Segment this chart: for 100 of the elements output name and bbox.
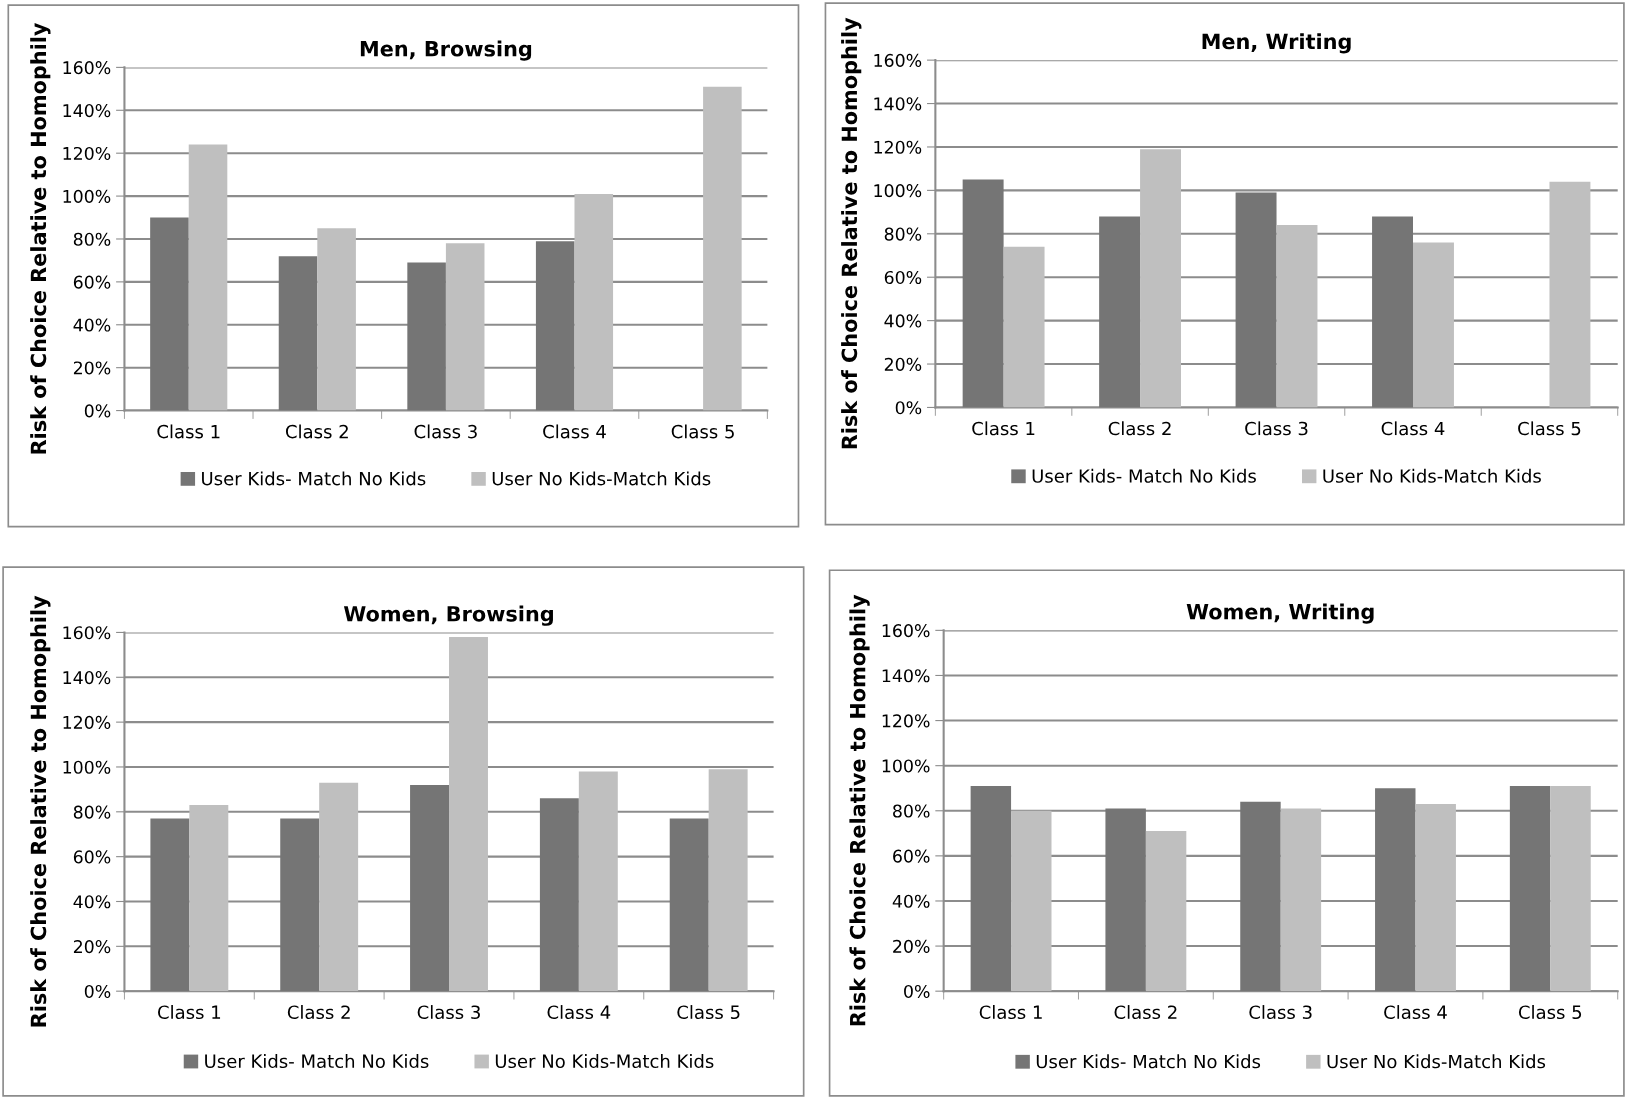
x-tick-label: Class 2: [285, 424, 348, 439]
y-tick-label: 20%: [893, 939, 930, 953]
x-tick-label: Class 5: [677, 1005, 740, 1020]
x-tick-label: Class 2: [1108, 421, 1171, 436]
x-tick-label: Class 3: [1249, 1005, 1312, 1020]
bar: [1415, 804, 1456, 992]
y-tick-label: 80%: [893, 804, 930, 818]
y-tick-label: 120%: [882, 714, 930, 728]
y-tick-label: 0%: [84, 984, 111, 999]
legend-label: User Kids- Match No Kids: [1032, 468, 1256, 483]
y-tick-label: 120%: [63, 146, 111, 161]
legend-label: User No Kids-Match Kids: [1323, 468, 1541, 483]
y-tick-label: 0%: [904, 984, 930, 999]
y-axis-title: Risk of Choice Relative to Homophily: [849, 594, 870, 1026]
bar: [1140, 149, 1182, 408]
y-tick-label: 100%: [63, 189, 111, 203]
x-tick-label: Class 1: [979, 1005, 1042, 1020]
y-tick-label: 80%: [73, 232, 111, 246]
bar: [574, 193, 614, 411]
y-tick-label: 100%: [874, 184, 922, 198]
bar: [1413, 242, 1454, 408]
y-tick-label: 20%: [884, 357, 922, 371]
x-tick-label: Class 4: [543, 424, 606, 439]
y-tick-label: 160%: [63, 61, 111, 75]
bar: [703, 86, 742, 411]
y-tick-label: 100%: [882, 759, 930, 773]
legend-label: User No Kids-Match Kids: [492, 471, 711, 486]
chart-title: Men, Writing: [1202, 33, 1351, 54]
y-axis-title: Risk of Choice Relative to Homophily: [841, 17, 862, 449]
y-tick-label: 140%: [63, 104, 111, 118]
bar: [1550, 785, 1591, 992]
bar: [188, 144, 228, 411]
x-tick-label: Class 4: [1381, 421, 1445, 436]
x-tick-label: Class 5: [1518, 421, 1581, 436]
bar: [1276, 225, 1318, 408]
chart-title: Women, Browsing: [343, 605, 553, 626]
bar: [1509, 785, 1551, 992]
y-tick-label: 140%: [63, 671, 111, 685]
x-tick-label: Class 1: [158, 1005, 221, 1020]
y-axis-title: Risk of Choice Relative to Homophily: [30, 595, 51, 1027]
x-tick-label: Class 5: [671, 424, 734, 439]
chart-title: Men, Browsing: [360, 40, 532, 61]
bar: [278, 256, 318, 411]
x-tick-label: Class 3: [414, 424, 477, 439]
x-tick-label: Class 1: [972, 421, 1035, 436]
bar: [669, 818, 709, 992]
y-tick-label: 120%: [874, 140, 922, 154]
y-tick-label: 160%: [882, 624, 930, 638]
x-tick-label: Class 2: [287, 1005, 350, 1020]
x-tick-label: Class 4: [1384, 1005, 1447, 1020]
bar: [1105, 808, 1146, 992]
y-tick-label: 40%: [73, 895, 111, 909]
bar: [445, 243, 485, 411]
y-tick-label: 120%: [63, 715, 111, 729]
bar: [1011, 810, 1052, 992]
x-tick-label: Class 4: [547, 1005, 611, 1020]
legend-label: User Kids- Match No Kids: [205, 1054, 429, 1069]
y-tick-label: 60%: [893, 849, 930, 863]
legend-label: User No Kids-Match Kids: [495, 1054, 714, 1069]
y-tick-label: 80%: [884, 227, 922, 241]
y-tick-label: 0%: [895, 401, 922, 415]
y-tick-label: 140%: [882, 669, 930, 683]
y-tick-label: 80%: [73, 805, 111, 819]
bar: [150, 217, 189, 411]
y-tick-label: 60%: [884, 270, 922, 285]
bar: [189, 805, 229, 992]
bar: [1235, 192, 1277, 408]
y-tick-label: 40%: [892, 894, 930, 908]
bar: [407, 262, 446, 411]
bar: [1145, 831, 1187, 992]
bar: [970, 785, 1012, 992]
x-tick-label: Class 1: [157, 424, 220, 439]
bar: [539, 798, 579, 992]
y-tick-label: 20%: [73, 361, 111, 375]
bar: [317, 228, 356, 411]
y-tick-label: 60%: [73, 850, 111, 864]
chart-title: Women, Writing: [1186, 603, 1374, 624]
bar: [1003, 246, 1045, 408]
y-tick-label: 60%: [73, 275, 111, 289]
y-tick-label: 100%: [63, 760, 111, 774]
bar: [1099, 216, 1141, 408]
bar: [962, 179, 1004, 408]
legend-label: User Kids- Match No Kids: [1036, 1054, 1261, 1069]
x-tick-label: Class 3: [1245, 421, 1308, 436]
y-axis-title: Risk of Choice Relative to Homophily: [30, 22, 51, 454]
y-tick-label: 0%: [84, 404, 111, 418]
x-tick-label: Class 3: [417, 1005, 480, 1020]
x-tick-label: Class 5: [1518, 1005, 1582, 1020]
y-tick-label: 40%: [884, 314, 922, 328]
bar: [708, 769, 748, 992]
y-tick-label: 40%: [73, 318, 111, 332]
bar: [449, 636, 488, 992]
legend-label: User No Kids-Match Kids: [1327, 1054, 1546, 1069]
y-tick-label: 160%: [63, 626, 111, 640]
legend-label: User Kids- Match No Kids: [202, 471, 426, 486]
bar: [578, 771, 618, 992]
bar: [410, 784, 450, 992]
bar: [280, 818, 320, 992]
y-tick-label: 140%: [874, 97, 922, 111]
y-tick-label: 160%: [874, 53, 922, 67]
